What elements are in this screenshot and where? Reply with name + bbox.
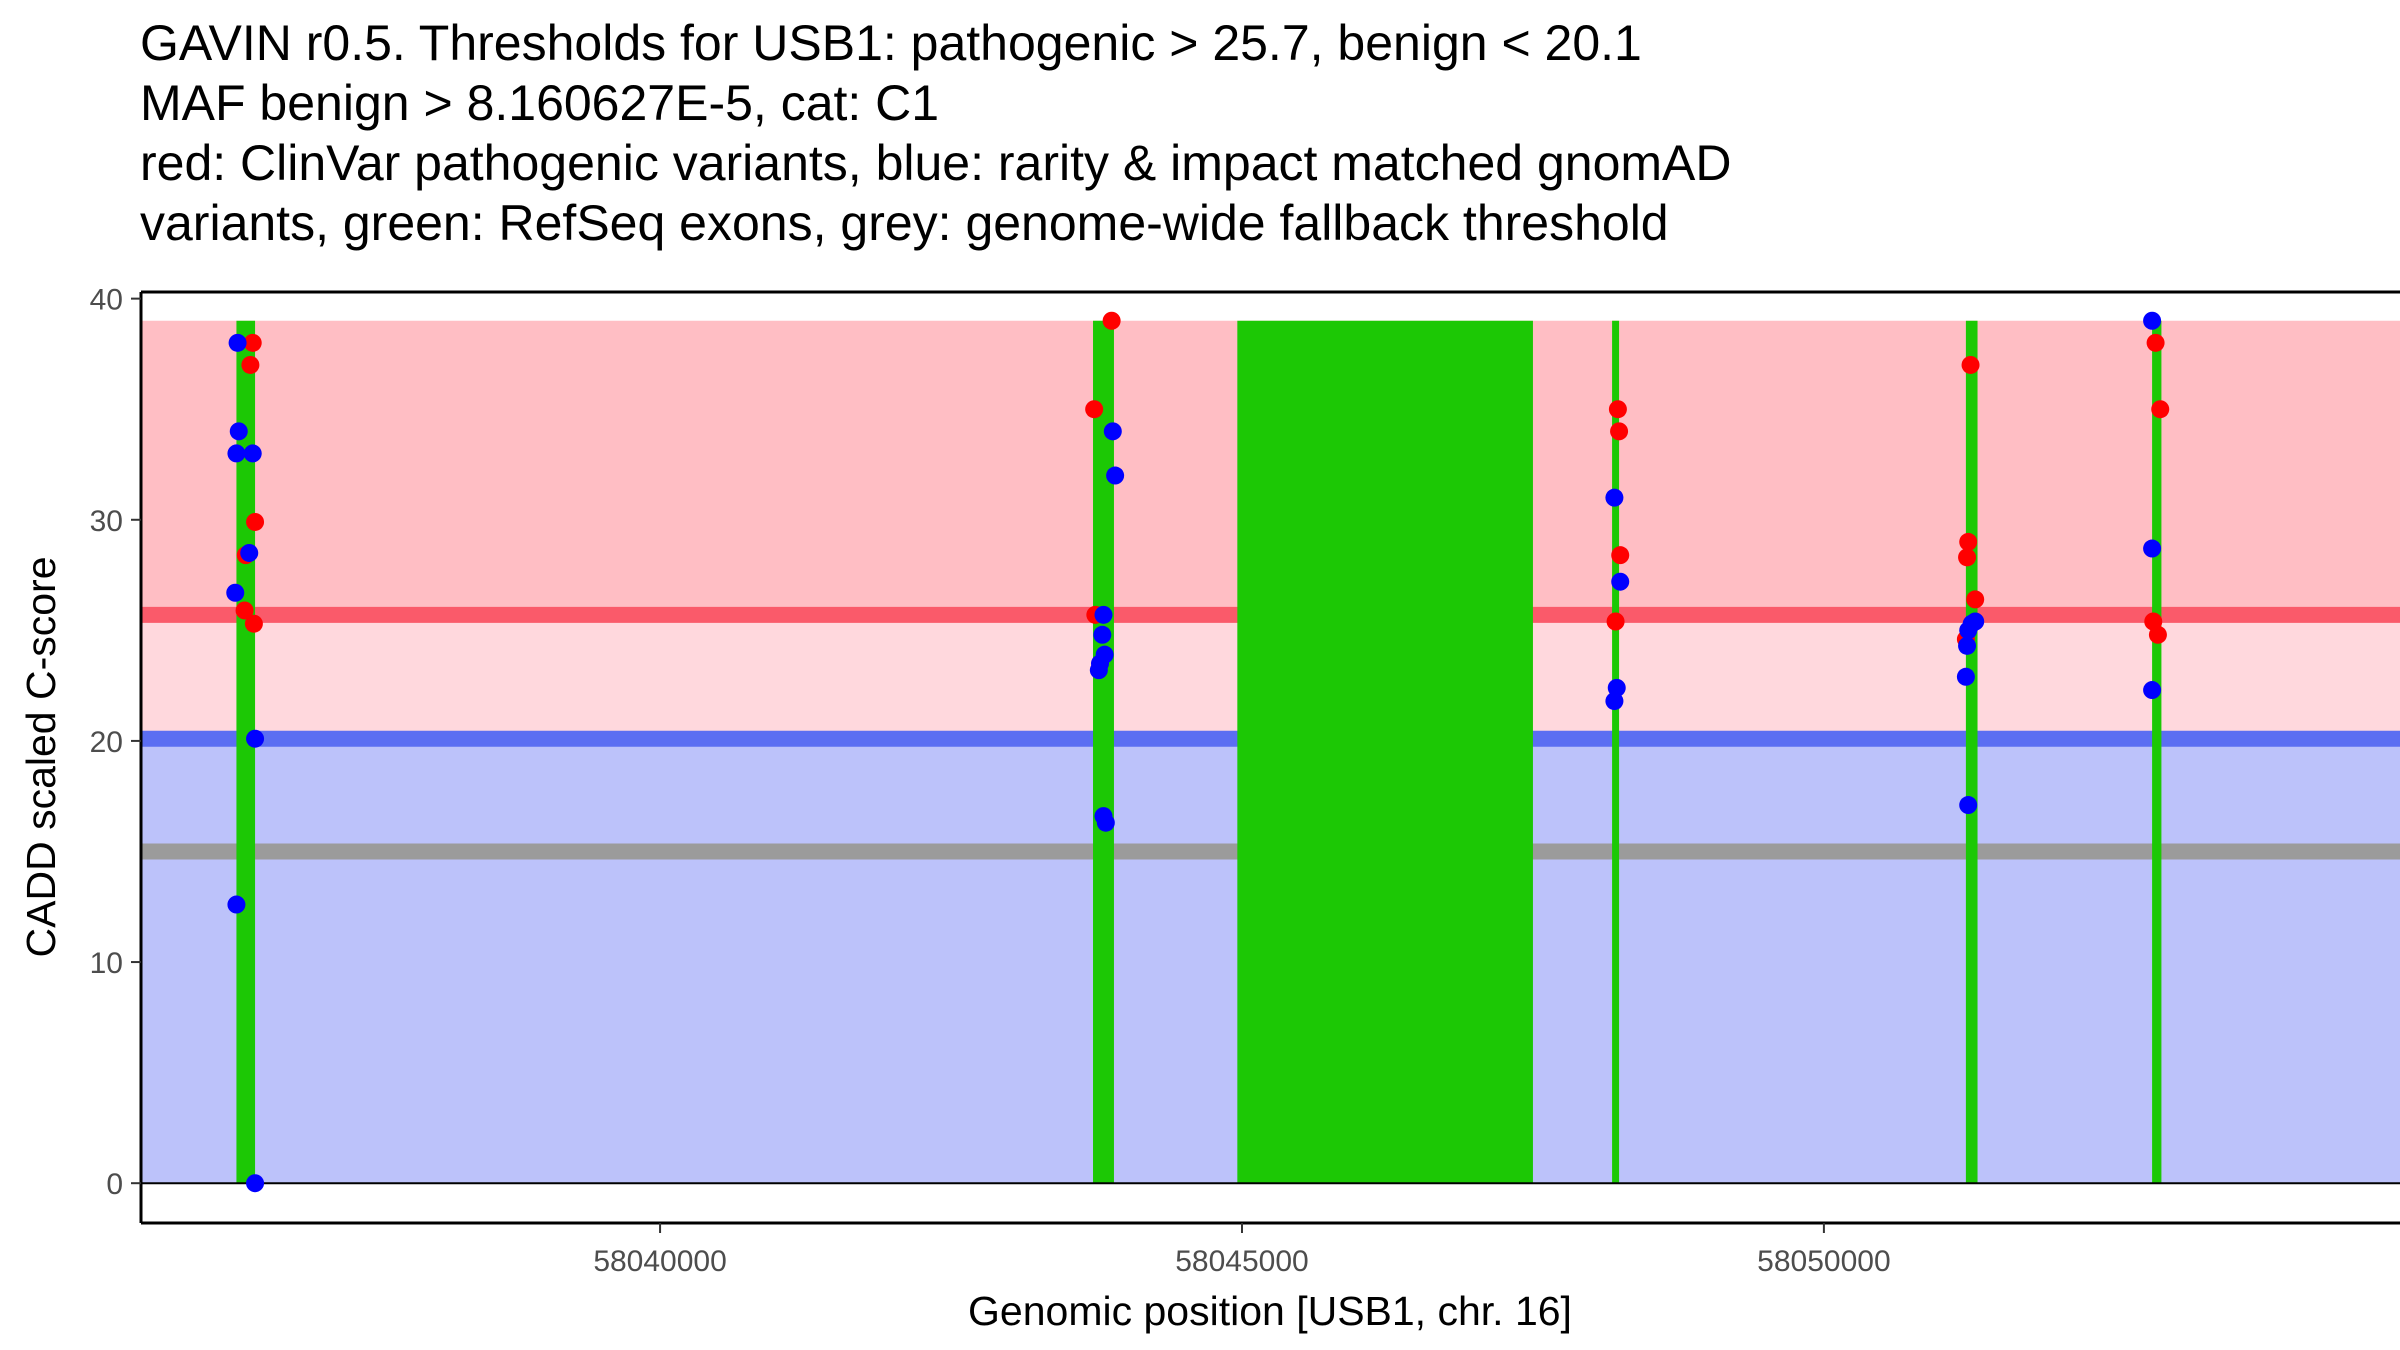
- clinvar-point-14: [1961, 355, 1980, 374]
- x-tick-label-58040000: 58040000: [593, 1245, 726, 1278]
- clinvar-point-1: [243, 333, 262, 352]
- gnomad-point-26: [1958, 636, 1977, 655]
- plot-area: [141, 311, 2400, 1193]
- clinvar-point-12: [1611, 546, 1630, 565]
- clinvar-point-3: [246, 512, 265, 531]
- clinvar-point-7: [1085, 400, 1104, 419]
- y-tick-label-40: 40: [90, 284, 123, 317]
- gnomad-point-4: [243, 444, 262, 463]
- gnomad-point-11: [1106, 466, 1125, 485]
- x-axis-title: Genomic position [USB1, chr. 16]: [968, 1288, 1572, 1334]
- gnomad-point-2: [229, 422, 248, 441]
- gnomad-point-13: [1093, 625, 1112, 644]
- gnomad-point-18: [1096, 813, 1115, 832]
- title-line-3: red: ClinVar pathogenic variants, blue: …: [140, 135, 1731, 191]
- gnomad-point-8: [227, 895, 246, 914]
- gnomad-point-19: [1605, 488, 1624, 507]
- clinvar-point-6: [244, 614, 263, 633]
- gnomad-point-16: [1089, 661, 1108, 680]
- title-line-4: variants, green: RefSeq exons, grey: gen…: [140, 195, 1669, 251]
- clinvar-point-13: [1606, 612, 1625, 631]
- gnomad-point-27: [1956, 667, 1975, 686]
- clinvar-point-20: [2151, 400, 2170, 419]
- clinvar-point-11: [1610, 422, 1629, 441]
- gnomad-point-12: [1094, 605, 1113, 624]
- exon-6: [2152, 320, 2162, 1184]
- clinvar-point-17: [1966, 590, 1985, 609]
- gnomad-point-31: [2143, 681, 2162, 700]
- gnomad-point-7: [246, 729, 265, 748]
- gnomad-point-21: [1607, 678, 1626, 697]
- y-tick-label-0: 0: [106, 1168, 123, 1201]
- gnomad-point-20: [1611, 572, 1630, 591]
- axes: 0 10 20 30 40 58040000 58045000 58050000: [90, 284, 2400, 1278]
- title-line-2: MAF benign > 8.160627E-5, cat: C1: [140, 75, 939, 131]
- gnomad-point-3: [227, 444, 246, 463]
- gnomad-point-29: [2143, 311, 2162, 330]
- clinvar-point-16: [1958, 548, 1977, 567]
- exon-5: [1965, 320, 1978, 1184]
- y-tick-label-30: 30: [90, 505, 123, 538]
- gnomad-point-30: [2143, 539, 2162, 558]
- exon-2: [1093, 320, 1114, 1184]
- gnomad-point-10: [1103, 422, 1122, 441]
- y-axis-title: CADD scaled C-score: [18, 557, 64, 958]
- y-tick-label-10: 10: [90, 947, 123, 980]
- gnomad-point-5: [240, 543, 259, 562]
- gnomad-point-6: [226, 583, 245, 602]
- gnomad-point-22: [1605, 692, 1624, 711]
- clinvar-point-2: [241, 355, 260, 374]
- title-line-1: GAVIN r0.5. Thresholds for USB1: pathoge…: [140, 15, 1642, 71]
- gnomad-point-28: [1959, 796, 1978, 815]
- exon-1: [236, 320, 256, 1184]
- clinvar-point-8: [1102, 311, 1121, 330]
- y-tick-label-20: 20: [90, 726, 123, 759]
- gnomad-point-9: [246, 1174, 265, 1193]
- chart-title: GAVIN r0.5. Thresholds for USB1: pathoge…: [140, 15, 1731, 251]
- exon-4: [1612, 320, 1620, 1184]
- clinvar-point-15: [1959, 532, 1978, 551]
- gnomad-point-25: [1959, 621, 1978, 640]
- clinvar-point-5: [235, 601, 254, 620]
- x-tick-label-58050000: 58050000: [1757, 1245, 1890, 1278]
- exon-3: [1237, 320, 1533, 1184]
- gnomad-point-1: [228, 333, 247, 352]
- clinvar-point-19: [2146, 333, 2165, 352]
- x-tick-label-58045000: 58045000: [1175, 1245, 1308, 1278]
- clinvar-point-10: [1608, 400, 1627, 419]
- clinvar-point-22: [2148, 625, 2167, 644]
